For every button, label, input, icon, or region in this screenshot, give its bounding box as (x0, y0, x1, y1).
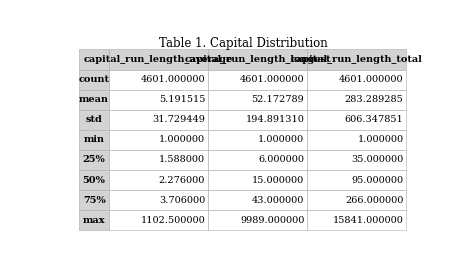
Bar (109, 170, 208, 190)
Text: capital_run_length_longest: capital_run_length_longest (184, 55, 331, 64)
Text: 31.729449: 31.729449 (152, 115, 205, 124)
Text: 50%: 50% (82, 176, 106, 185)
Bar (80, 130, 109, 150)
Text: 35.000000: 35.000000 (351, 156, 403, 164)
Bar (208, 210, 307, 230)
Text: max: max (83, 216, 105, 225)
Text: 283.289285: 283.289285 (345, 95, 403, 104)
Text: 4601.000000: 4601.000000 (240, 75, 304, 84)
Text: 4601.000000: 4601.000000 (140, 75, 205, 84)
Text: 6.000000: 6.000000 (258, 156, 304, 164)
Text: mean: mean (79, 95, 109, 104)
Bar (80, 69, 109, 90)
Text: 1.000000: 1.000000 (159, 135, 205, 144)
Bar (109, 90, 208, 110)
Text: 194.891310: 194.891310 (246, 115, 304, 124)
Text: 1.000000: 1.000000 (258, 135, 304, 144)
Text: 75%: 75% (83, 196, 106, 205)
Bar (109, 110, 208, 130)
Text: std: std (86, 115, 102, 124)
Bar (307, 170, 406, 190)
Bar (307, 130, 406, 150)
Bar (80, 49, 109, 69)
Bar (109, 150, 208, 170)
Bar (208, 110, 307, 130)
Text: 15841.000000: 15841.000000 (333, 216, 403, 225)
Bar (208, 150, 307, 170)
Text: capital_run_length_average: capital_run_length_average (84, 55, 233, 64)
Bar (307, 49, 406, 69)
Bar (208, 49, 307, 69)
Text: 95.000000: 95.000000 (351, 176, 403, 185)
Bar (307, 190, 406, 210)
Bar (109, 49, 208, 69)
Text: 606.347851: 606.347851 (345, 115, 403, 124)
Bar (109, 130, 208, 150)
Text: min: min (83, 135, 105, 144)
Bar (208, 69, 307, 90)
Text: 2.276000: 2.276000 (159, 176, 205, 185)
Bar (208, 170, 307, 190)
Text: 1.588000: 1.588000 (159, 156, 205, 164)
Text: Table 1. Capital Distribution: Table 1. Capital Distribution (158, 37, 328, 50)
Bar (307, 210, 406, 230)
Text: 4601.000000: 4601.000000 (339, 75, 403, 84)
Bar (208, 130, 307, 150)
Text: 9989.000000: 9989.000000 (240, 216, 304, 225)
Text: 266.000000: 266.000000 (345, 196, 403, 205)
Bar (80, 170, 109, 190)
Text: count: count (79, 75, 109, 84)
Bar (208, 190, 307, 210)
Text: 15.000000: 15.000000 (252, 176, 304, 185)
Bar (80, 210, 109, 230)
Bar (307, 150, 406, 170)
Text: 52.172789: 52.172789 (252, 95, 304, 104)
Text: 25%: 25% (83, 156, 106, 164)
Bar (80, 110, 109, 130)
Bar (307, 90, 406, 110)
Text: 43.000000: 43.000000 (252, 196, 304, 205)
Bar (109, 210, 208, 230)
Bar (109, 69, 208, 90)
Text: 5.191515: 5.191515 (159, 95, 205, 104)
Bar (80, 150, 109, 170)
Bar (307, 69, 406, 90)
Bar (109, 190, 208, 210)
Text: 1.000000: 1.000000 (357, 135, 403, 144)
Bar (208, 90, 307, 110)
Text: capital_run_length_total: capital_run_length_total (291, 55, 423, 64)
Text: 1102.500000: 1102.500000 (140, 216, 205, 225)
Text: 3.706000: 3.706000 (159, 196, 205, 205)
Bar (80, 190, 109, 210)
Bar (307, 110, 406, 130)
Bar (80, 90, 109, 110)
